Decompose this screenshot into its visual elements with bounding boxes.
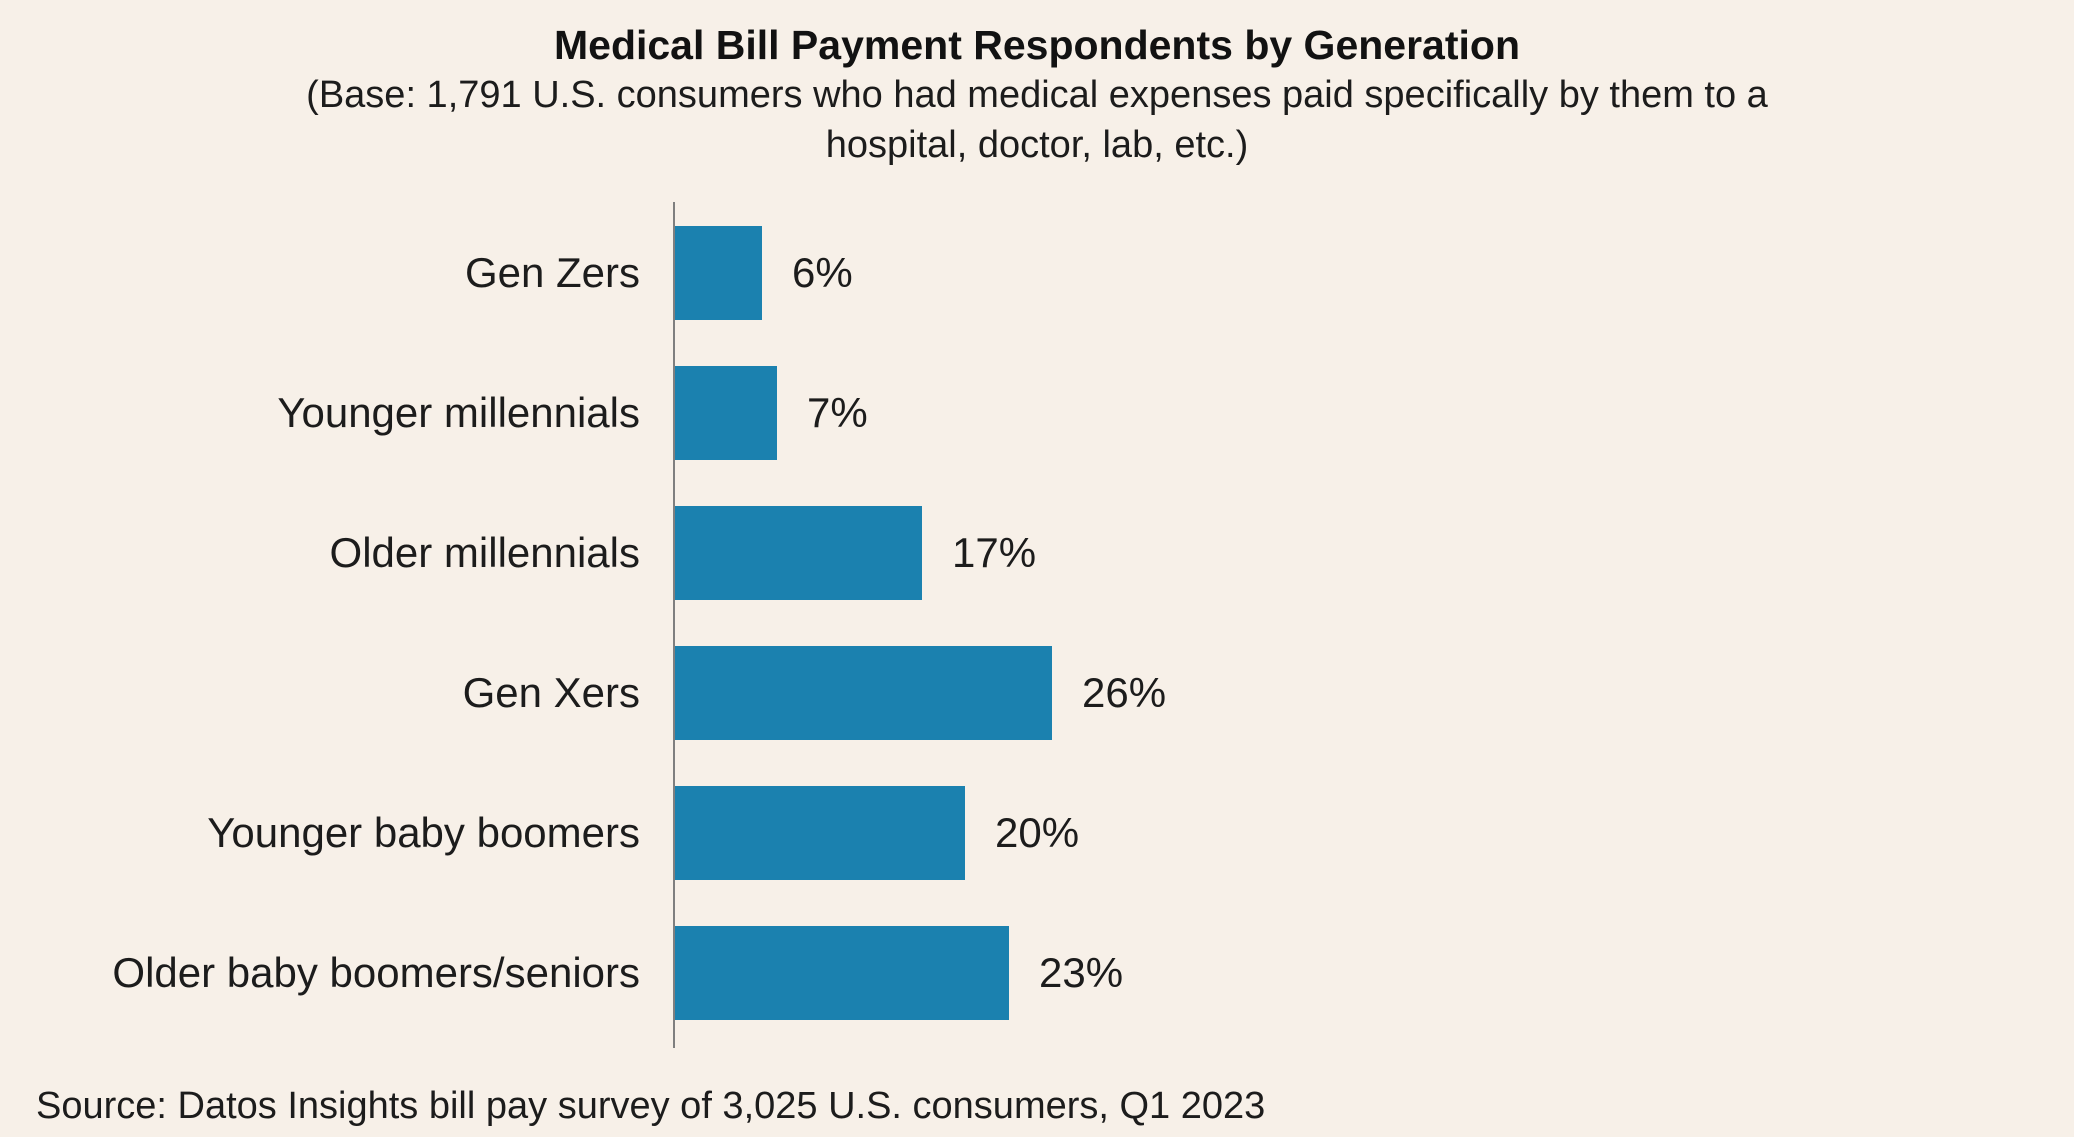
bar-rows-container: Gen Zers 6% Younger millennials 7% Older mil…: [0, 203, 2074, 1043]
bar: [675, 226, 762, 320]
chart-title: Medical Bill Payment Respondents by Gene…: [553, 22, 1520, 68]
bar-row: Younger baby boomers 20%: [0, 763, 2074, 903]
source-note: Source: Datos Insights bill pay survey o…: [36, 1085, 1266, 1127]
category-label: Younger millennials: [277, 389, 640, 436]
value-label: 6%: [792, 249, 853, 296]
bar: [675, 786, 965, 880]
value-label: 20%: [995, 809, 1080, 856]
category-label: Younger baby boomers: [207, 809, 640, 856]
bar-row: Older baby boomers/seniors 23%: [0, 903, 2074, 1043]
value-label: 17%: [952, 529, 1037, 576]
bar: [675, 646, 1052, 740]
value-label: 23%: [1039, 949, 1124, 996]
chart-subtitle-line-2: hospital, doctor, lab, etc.): [825, 124, 1249, 166]
bar: [675, 366, 777, 460]
value-label: 26%: [1082, 669, 1167, 716]
bar: [675, 506, 922, 600]
bar-row: Gen Zers 6%: [0, 203, 2074, 343]
category-label: Older baby boomers/seniors: [112, 949, 640, 996]
category-label: Gen Xers: [462, 669, 640, 716]
bar-row: Older millennials 17%: [0, 483, 2074, 623]
bar-chart-plot-area: Gen Zers 6% Younger millennials 7% Older mil…: [0, 202, 2074, 1048]
bar-row: Gen Xers 26%: [0, 623, 2074, 763]
value-label: 7%: [807, 389, 868, 436]
bar: [675, 926, 1009, 1020]
y-axis-line: [673, 202, 675, 1048]
category-label: Older millennials: [329, 529, 640, 576]
chart-subtitle-line-1: (Base: 1,791 U.S. consumers who had medi…: [306, 74, 1768, 116]
category-label: Gen Zers: [464, 249, 640, 296]
bar-row: Younger millennials 7%: [0, 343, 2074, 483]
